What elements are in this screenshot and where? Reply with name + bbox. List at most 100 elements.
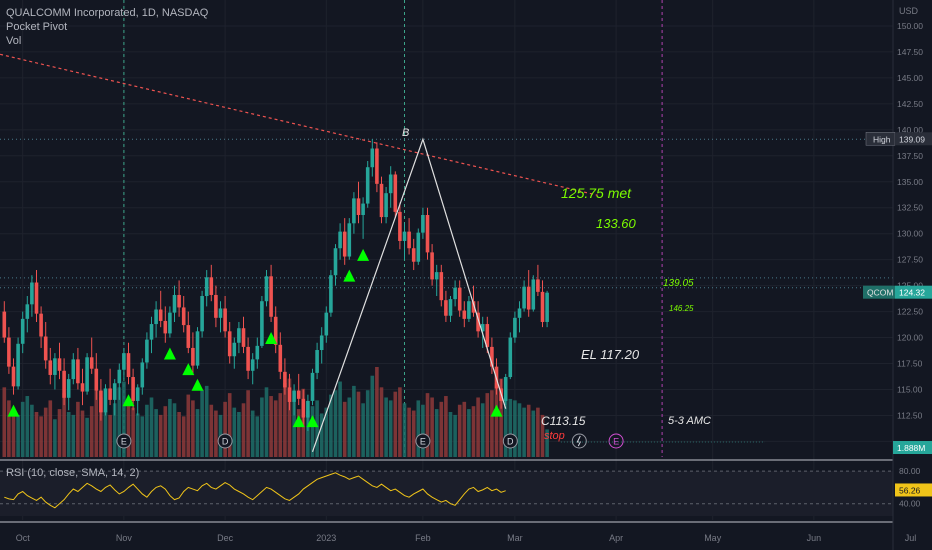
volume-bar	[467, 409, 471, 457]
volume-bar	[62, 393, 66, 457]
volume-bar	[513, 400, 517, 457]
candle	[517, 308, 522, 318]
volume-bar	[485, 393, 490, 457]
rsi-upper-label: 80.00	[899, 466, 921, 476]
volume-bar	[462, 401, 467, 457]
volume-bar	[480, 403, 485, 457]
candle	[218, 308, 223, 318]
time-axis-label: May	[704, 533, 722, 543]
candle	[195, 331, 200, 366]
rsi-legend[interactable]: RSI (10, close, SMA, 14, 2)	[6, 467, 140, 479]
volume-bar	[407, 407, 411, 457]
candle	[200, 296, 204, 332]
volume-bar	[172, 403, 177, 457]
candle	[457, 287, 462, 311]
candle	[85, 357, 89, 392]
volume-bar	[34, 412, 39, 457]
volume-bar	[517, 403, 522, 457]
time-axis-label: Feb	[415, 533, 431, 543]
volume-bar	[283, 382, 287, 457]
price-tick-label: 132.50	[897, 203, 923, 213]
volume-bar	[540, 414, 545, 457]
price-tick-label: 122.50	[897, 307, 923, 317]
candle	[352, 198, 356, 224]
earnings-note-label: 5-3 AMC	[668, 415, 711, 427]
candle	[278, 344, 283, 372]
symbol-title[interactable]: QUALCOMM Incorporated, 1D, NASDAQ	[6, 7, 209, 19]
candle	[407, 231, 411, 249]
volume-bar	[117, 387, 122, 457]
volume-bar	[135, 413, 140, 457]
high-value-label: 139.09	[899, 134, 925, 144]
volume-label[interactable]: Vol	[6, 35, 22, 47]
dividend-event-marker: D	[217, 433, 233, 449]
candle	[448, 299, 453, 316]
candle	[430, 252, 434, 280]
pocket-pivot-marker	[292, 415, 305, 428]
candle	[30, 282, 34, 305]
candle	[398, 211, 402, 241]
volume-bar	[53, 419, 57, 457]
dividend-marker-letter: D	[222, 437, 229, 447]
candle	[89, 357, 94, 369]
volume-bar	[448, 412, 453, 457]
price-tick-label: 142.50	[897, 99, 923, 109]
volume-bar	[476, 397, 480, 457]
time-axis-label: Nov	[116, 533, 133, 543]
volume-bar	[168, 398, 172, 457]
chart-legend: QUALCOMM Incorporated, 1D, NASDAQ Pocket…	[6, 6, 208, 48]
candle	[131, 377, 135, 401]
volume-bar	[39, 416, 43, 457]
abc-wave	[311, 137, 507, 453]
candle	[71, 359, 76, 380]
volume-bar	[338, 381, 342, 457]
candle	[48, 360, 53, 375]
candle	[232, 342, 237, 357]
entry-level-label: EL 117.20	[581, 347, 640, 362]
candle	[342, 231, 347, 257]
volume-bar	[140, 416, 145, 457]
trendline	[0, 53, 598, 196]
pocket-pivot-marker	[343, 269, 356, 282]
candle	[306, 400, 310, 418]
volume-bar	[347, 397, 352, 457]
volume-bar	[416, 400, 421, 457]
candle	[329, 275, 333, 313]
target-133-label: 133.60	[596, 216, 636, 231]
candle	[384, 193, 388, 218]
target-met-label: 125.75 met	[561, 185, 632, 201]
volume-bar	[296, 409, 301, 457]
rsi-line	[4, 472, 506, 509]
candle	[273, 316, 278, 345]
indicator-label[interactable]: Pocket Pivot	[6, 21, 68, 33]
volume-bar	[7, 400, 11, 457]
candle	[57, 358, 62, 371]
price-tick-label: 145.00	[897, 73, 923, 83]
candle	[315, 350, 319, 373]
volume-tag	[893, 441, 932, 454]
volume-bar	[365, 390, 370, 457]
candle	[237, 328, 241, 343]
volume-bar	[315, 400, 319, 457]
volume-bar	[131, 407, 135, 457]
volume-bar	[149, 397, 154, 457]
volume-bar	[89, 406, 94, 457]
candle	[365, 167, 370, 204]
pocket-pivot-marker	[122, 394, 135, 407]
candle	[361, 203, 365, 215]
volume-bar	[342, 401, 347, 457]
price-tick-label: 147.50	[897, 47, 923, 57]
candle	[209, 277, 214, 295]
volume-bar	[526, 404, 531, 457]
volume-bar	[246, 390, 250, 457]
candle	[181, 307, 186, 326]
volume-bar	[2, 387, 7, 457]
candle	[246, 346, 250, 371]
volume-bar	[177, 412, 181, 457]
volume-bar	[209, 404, 214, 457]
volume-bar	[48, 400, 53, 457]
stop-label: stop	[544, 430, 565, 442]
candle	[140, 362, 145, 388]
volume-bar	[126, 400, 131, 457]
